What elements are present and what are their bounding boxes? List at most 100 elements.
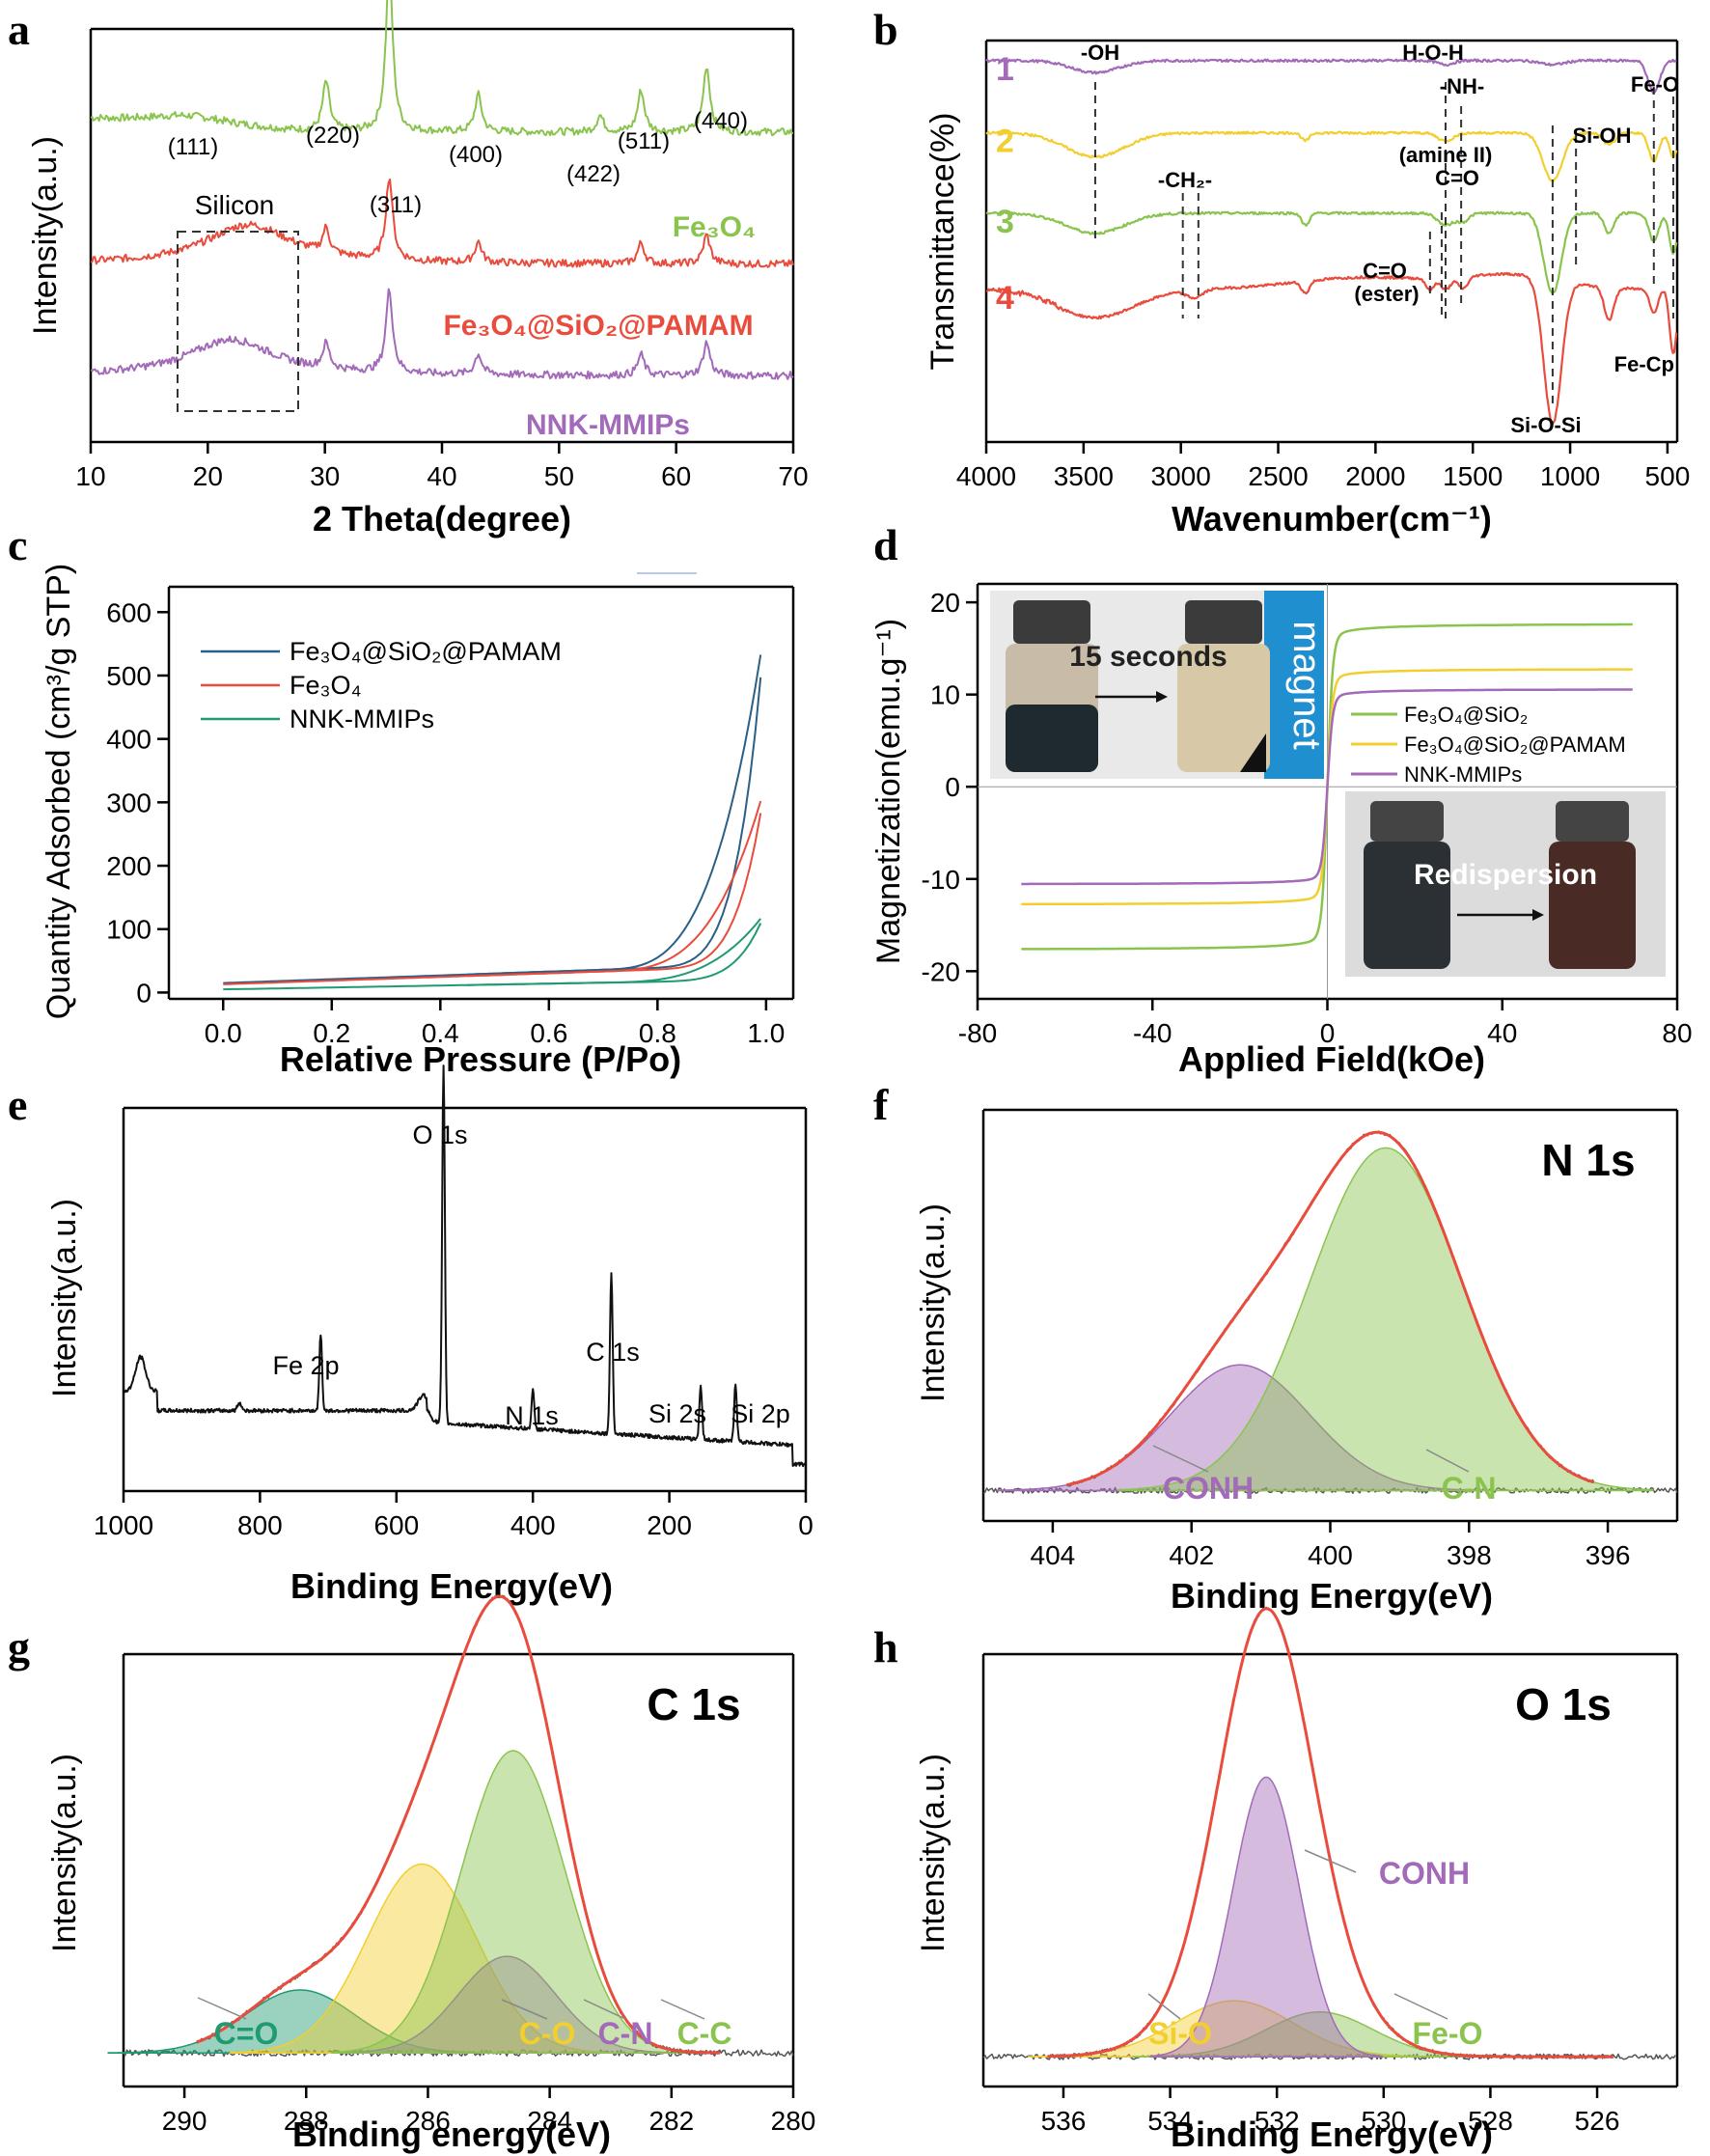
- ftir-line-3: [986, 271, 1678, 426]
- band-annotation: (amine II): [1399, 143, 1493, 167]
- x-tick-label: 280: [771, 2106, 816, 2136]
- panel-letter: d: [873, 520, 898, 569]
- inset-caption: Redispersion: [1414, 859, 1597, 891]
- component-2: [336, 1955, 678, 2054]
- x-tick-label: 400: [1308, 1540, 1353, 1570]
- x-tick-label: 800: [237, 1510, 283, 1540]
- label-leader: [1393, 1993, 1448, 2020]
- x-tick-label: 500: [1645, 461, 1691, 491]
- x-tick-label: 40: [1487, 1018, 1517, 1048]
- fit-envelope: [1047, 1607, 1613, 2059]
- band-annotation: -OH: [1081, 41, 1119, 65]
- x-tick-label: 534: [1147, 2106, 1193, 2136]
- x-tick-label: 0.8: [639, 1018, 676, 1048]
- y-tick-label: 100: [106, 915, 152, 945]
- panel-letter: c: [8, 520, 27, 569]
- magnet-block: [1264, 591, 1324, 779]
- x-tick-label: 290: [162, 2106, 207, 2136]
- panel-g: g 290 288 286 284 282 280 C 1s C=O C-O C-N C-C Inten…: [8, 1594, 816, 2154]
- legend-entry: NNK-MMIPs: [290, 705, 434, 733]
- y-axis-label: Transmittance(%): [924, 112, 961, 370]
- component-3: [331, 1750, 695, 2054]
- x-tick-label: 2000: [1345, 461, 1405, 491]
- component-label: C-C: [677, 2016, 732, 2051]
- legend-entry: Fe₃O₄@SiO₂: [1404, 703, 1528, 727]
- panel-letter: g: [8, 1622, 30, 1672]
- y-tick-label: 20: [930, 588, 960, 618]
- component-label: C=O: [214, 2016, 279, 2051]
- x-tick-label: 3000: [1151, 461, 1211, 491]
- label-leader: [660, 1999, 705, 2020]
- x-tick-label: 396: [1586, 1540, 1631, 1570]
- legend-entry: Fe₃O₄@SiO₂@PAMAM: [1404, 732, 1626, 757]
- panel-f: f 404 402 400 398 396 N 1s CONH C-N Intensity(a.u…: [873, 1080, 1679, 1616]
- x-tick-label: 1500: [1443, 461, 1503, 491]
- x-axis-label: Binding Energy(eV): [1171, 1576, 1493, 1616]
- y-tick-label: 300: [106, 788, 152, 817]
- series-line-0: [90, 0, 794, 137]
- panel-d: d -80 -40 0 40 80 -20 -10 0 10 20 magnet 15 seconds R…: [870, 520, 1693, 1079]
- x-tick-label: 532: [1255, 2106, 1300, 2136]
- label-leader: [1304, 1849, 1357, 1873]
- panel-c: c 0.0 0.2 0.4 0.6 0.8 1.0 0 100 200 300 400 500 600 Fe…: [8, 520, 795, 1079]
- component-label: Fe-O: [1413, 2016, 1483, 2051]
- panel-a: a 10 20 30 40 50 60 70 Fe₃O₄ Fe₃O₄@SiO₂@PAMAM NNK-…: [8, 0, 809, 539]
- component-label: C-O: [519, 2016, 576, 2051]
- x-tick-label: 400: [510, 1510, 556, 1540]
- y-tick-label: 600: [106, 597, 152, 627]
- y-tick-label: 0: [945, 772, 960, 802]
- vial-cap: [1556, 801, 1629, 842]
- series-label: NNK-MMIPs: [526, 409, 690, 441]
- vial-cap: [1013, 600, 1090, 644]
- ftir-line-1: [985, 130, 1678, 183]
- label-leader: [1147, 1993, 1181, 2020]
- raw-spectrum: [1047, 1606, 1614, 2059]
- panel-letter: b: [873, 5, 898, 54]
- component-label: CONH: [1379, 1856, 1470, 1891]
- vial-liquid-dark: [1006, 705, 1098, 772]
- y-axis-label: Intensity(a.u.): [27, 136, 64, 335]
- x-tick-label: -40: [1133, 1018, 1172, 1048]
- x-tick-label: 1000: [1540, 461, 1600, 491]
- peak-label: Si 2s: [648, 1399, 706, 1428]
- series-number: 3: [996, 204, 1014, 240]
- peak-label: (111): [168, 134, 218, 160]
- band-annotation: Si-O-Si: [1510, 413, 1581, 437]
- isotherm-desorption-2: [467, 918, 761, 986]
- x-tick-label: 404: [1031, 1540, 1076, 1570]
- isotherm-desorption-1: [467, 800, 762, 978]
- band-annotation: Fe-O: [1631, 72, 1679, 97]
- peak-label: O 1s: [412, 1120, 467, 1149]
- x-tick-label: 20: [193, 461, 223, 491]
- peak-label: (422): [566, 161, 621, 187]
- x-tick-label: 0.6: [530, 1018, 567, 1048]
- label-leader: [501, 1999, 548, 2020]
- x-tick-label: 1000: [94, 1510, 153, 1540]
- x-tick-label: 536: [1041, 2106, 1087, 2136]
- x-axis-label: Binding energy(eV): [292, 2115, 611, 2154]
- magnet-label: magnet: [1285, 621, 1328, 749]
- ftir-line-2: [985, 210, 1678, 295]
- band-annotation: H-O-H: [1402, 41, 1464, 65]
- y-tick-label: 200: [106, 851, 152, 881]
- x-tick-label: 526: [1575, 2106, 1620, 2136]
- x-tick-label: 398: [1447, 1540, 1492, 1570]
- vial-body: [1549, 842, 1636, 969]
- x-tick-label: 286: [405, 2106, 451, 2136]
- x-tick-label: 2500: [1248, 461, 1308, 491]
- legend-entry: Fe₃O₄: [290, 671, 362, 700]
- peak-label: (511): [618, 128, 670, 154]
- x-tick-label: 530: [1361, 2106, 1406, 2136]
- y-tick-label: -20: [922, 956, 960, 986]
- spectrum-title: O 1s: [1515, 1679, 1612, 1729]
- band-annotation: C=O: [1363, 259, 1407, 283]
- x-tick-label: 288: [284, 2106, 329, 2136]
- y-tick-label: 400: [106, 725, 152, 755]
- x-tick-label: 4000: [956, 461, 1016, 491]
- legend-entry: NNK-MMIPs: [1404, 762, 1522, 787]
- y-tick-label: 10: [930, 680, 960, 710]
- isotherm-adsorption-1: [223, 813, 762, 985]
- y-axis-label: Magnetization(emu.g⁻¹): [870, 619, 907, 964]
- label-leader: [1425, 1449, 1470, 1473]
- band-annotation: Fe-Cp: [1614, 352, 1674, 376]
